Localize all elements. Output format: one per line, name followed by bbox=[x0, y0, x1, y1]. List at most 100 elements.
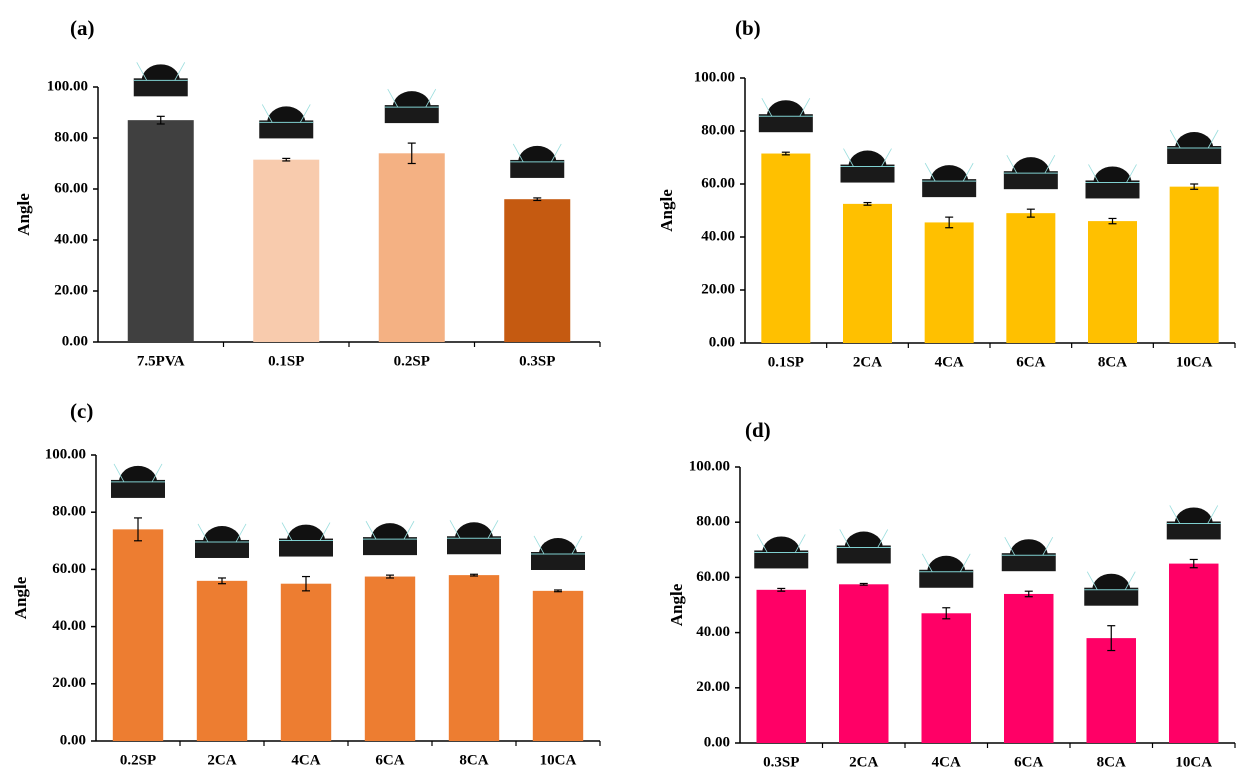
droplet-substrate bbox=[759, 114, 813, 132]
x-tick-label: 0.3SP bbox=[519, 353, 555, 369]
bar bbox=[128, 120, 194, 342]
droplet-substrate bbox=[1002, 553, 1056, 571]
droplet-image bbox=[111, 464, 165, 498]
y-axis-label: Angle bbox=[11, 576, 30, 619]
droplet bbox=[930, 165, 968, 181]
y-tick-label: 40.00 bbox=[701, 228, 735, 244]
droplet-substrate bbox=[919, 570, 973, 588]
droplet-image bbox=[1167, 130, 1221, 164]
x-tick-label: 10CA bbox=[1176, 354, 1213, 370]
y-tick-label: 60.00 bbox=[54, 180, 88, 196]
droplet bbox=[849, 151, 887, 167]
panel-label: (c) bbox=[70, 399, 93, 423]
panel: (d)Angle0.0020.0040.0060.0080.00100.000.… bbox=[667, 418, 1235, 771]
x-tick-label: 2CA bbox=[207, 752, 236, 768]
y-axis-label: Angle bbox=[667, 583, 686, 626]
droplet-image bbox=[922, 163, 976, 197]
droplet-image bbox=[279, 523, 333, 557]
bar bbox=[761, 154, 810, 343]
droplet-substrate bbox=[1084, 588, 1138, 606]
bar bbox=[504, 199, 570, 342]
droplet bbox=[287, 525, 325, 541]
droplet bbox=[1094, 166, 1132, 182]
y-tick-label: 60.00 bbox=[696, 569, 730, 585]
droplet bbox=[393, 91, 431, 107]
droplet-image bbox=[759, 98, 813, 132]
bar bbox=[1170, 187, 1219, 343]
y-tick-label: 100.00 bbox=[45, 446, 86, 462]
y-tick-label: 0.00 bbox=[709, 334, 735, 350]
panel: (c)Angle0.0020.0040.0060.0080.00100.000.… bbox=[11, 399, 600, 769]
y-tick-label: 0.00 bbox=[62, 333, 88, 349]
bar bbox=[113, 529, 163, 741]
panel-label: (d) bbox=[745, 418, 771, 442]
bar bbox=[1006, 213, 1055, 343]
droplet-substrate bbox=[1086, 180, 1140, 198]
bar bbox=[533, 591, 583, 741]
y-tick-label: 100.00 bbox=[47, 78, 88, 94]
x-tick-label: 10CA bbox=[1175, 754, 1212, 770]
panel: (a)Angle0.0020.0040.0060.0080.00100.007.… bbox=[14, 16, 600, 370]
droplet bbox=[203, 526, 241, 542]
droplet bbox=[455, 522, 493, 538]
droplet-substrate bbox=[134, 78, 188, 96]
droplet-substrate bbox=[363, 537, 417, 555]
y-tick-label: 100.00 bbox=[689, 458, 730, 474]
y-tick-label: 20.00 bbox=[52, 675, 86, 691]
y-tick-label: 80.00 bbox=[696, 514, 730, 530]
droplet-image bbox=[447, 520, 501, 554]
droplet-substrate bbox=[510, 160, 564, 178]
droplet-substrate bbox=[1167, 146, 1221, 164]
bar bbox=[922, 613, 972, 743]
droplet-image bbox=[134, 62, 188, 96]
bar bbox=[1169, 564, 1219, 743]
x-tick-label: 7.5PVA bbox=[137, 353, 185, 369]
droplet-substrate bbox=[1167, 521, 1221, 539]
droplet bbox=[1010, 539, 1048, 555]
x-tick-label: 8CA bbox=[459, 752, 488, 768]
y-tick-label: 40.00 bbox=[54, 231, 88, 247]
bar bbox=[925, 222, 974, 343]
droplet-substrate bbox=[754, 550, 808, 568]
droplet bbox=[539, 538, 577, 554]
x-tick-label: 8CA bbox=[1098, 354, 1127, 370]
bar bbox=[253, 160, 319, 342]
error-bar bbox=[282, 158, 290, 161]
y-tick-label: 20.00 bbox=[701, 281, 735, 297]
bar bbox=[1088, 221, 1137, 343]
x-tick-label: 8CA bbox=[1097, 754, 1126, 770]
droplet-substrate bbox=[922, 179, 976, 197]
droplet-image bbox=[195, 524, 249, 558]
bar bbox=[449, 575, 499, 741]
bar bbox=[1087, 638, 1137, 743]
x-tick-label: 6CA bbox=[1016, 354, 1045, 370]
droplet-image bbox=[754, 534, 808, 568]
y-tick-label: 80.00 bbox=[701, 122, 735, 138]
bar bbox=[757, 590, 807, 743]
droplet bbox=[762, 536, 800, 552]
droplet-image bbox=[1084, 572, 1138, 606]
droplet-substrate bbox=[447, 536, 501, 554]
y-axis-label: Angle bbox=[14, 193, 33, 236]
droplet-image bbox=[385, 89, 439, 123]
droplet-image bbox=[510, 144, 564, 178]
droplet-substrate bbox=[837, 545, 891, 563]
x-tick-label: 4CA bbox=[935, 354, 964, 370]
droplet-image bbox=[841, 149, 895, 183]
droplet-substrate bbox=[111, 480, 165, 498]
droplet bbox=[267, 106, 305, 122]
droplet bbox=[371, 523, 409, 539]
y-tick-label: 80.00 bbox=[52, 504, 86, 520]
droplet bbox=[1012, 157, 1050, 173]
bar bbox=[197, 581, 247, 741]
droplet bbox=[1092, 574, 1130, 590]
y-tick-label: 60.00 bbox=[52, 561, 86, 577]
bar bbox=[379, 153, 445, 342]
droplet-substrate bbox=[279, 539, 333, 557]
y-tick-label: 40.00 bbox=[52, 618, 86, 634]
x-tick-label: 10CA bbox=[540, 752, 577, 768]
y-tick-label: 0.00 bbox=[704, 734, 730, 750]
droplet bbox=[845, 531, 883, 547]
droplet-image bbox=[837, 529, 891, 563]
x-tick-label: 6CA bbox=[375, 752, 404, 768]
